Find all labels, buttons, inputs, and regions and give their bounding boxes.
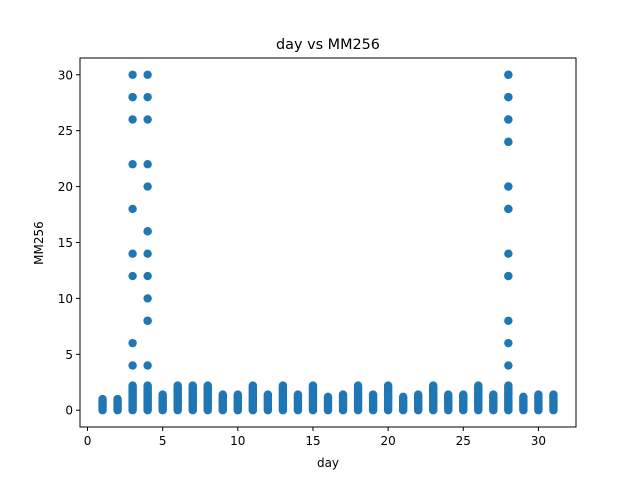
outlier-point — [504, 92, 513, 102]
y-axis-label: MM256 — [32, 221, 46, 265]
data-point — [398, 392, 408, 402]
data-point — [113, 394, 122, 404]
data-point — [323, 392, 333, 402]
data-point — [383, 381, 393, 390]
y-tick-label: 20 — [58, 180, 73, 194]
outlier-point — [504, 249, 513, 258]
data-point — [263, 390, 273, 399]
outlier-point — [504, 316, 513, 325]
outlier-point — [143, 115, 152, 124]
outlier-point — [143, 182, 152, 191]
data-point — [534, 390, 543, 399]
outlier-point — [128, 361, 137, 370]
y-tick-label: 0 — [65, 404, 73, 418]
outlier-point — [143, 361, 152, 370]
data-point — [233, 390, 243, 399]
data-point — [158, 390, 167, 399]
data-point — [413, 390, 423, 399]
chart-title: day vs MM256 — [276, 37, 380, 53]
data-point — [308, 381, 318, 390]
data-point — [489, 390, 498, 399]
outlier-point — [143, 294, 152, 303]
outlier-point — [128, 92, 137, 102]
data-point — [128, 381, 137, 390]
outlier-point — [143, 92, 152, 102]
outlier-point — [143, 70, 152, 79]
x-tick-label: 30 — [531, 434, 546, 448]
y-tick-label: 10 — [58, 292, 73, 306]
data-point — [459, 390, 468, 399]
outlier-point — [143, 249, 152, 258]
outlier-point — [128, 160, 137, 169]
y-tick-label: 15 — [58, 236, 73, 250]
data-point — [504, 381, 513, 390]
outlier-point — [504, 361, 513, 370]
x-tick-label: 20 — [380, 434, 395, 448]
y-axis: 0 5 10 15 20 25 30 — [58, 68, 80, 418]
outlier-point — [143, 271, 152, 281]
x-tick-label: 25 — [456, 434, 471, 448]
outlier-point — [504, 182, 513, 191]
data-point — [278, 381, 288, 390]
outlier-point — [128, 70, 137, 79]
data-point — [98, 394, 107, 404]
outlier-point — [504, 137, 513, 147]
data-point — [444, 390, 453, 399]
outlier-point — [128, 338, 137, 348]
data-point — [474, 381, 483, 390]
y-tick-label: 5 — [65, 348, 73, 362]
outlier-point — [504, 115, 513, 124]
data-points — [98, 70, 558, 415]
outlier-point — [143, 316, 152, 325]
data-point — [203, 381, 212, 390]
data-point — [549, 390, 558, 399]
data-point — [368, 390, 378, 399]
outlier-point — [143, 227, 152, 236]
data-point — [218, 390, 227, 399]
data-point — [353, 381, 363, 390]
data-point — [173, 381, 182, 390]
outlier-point — [504, 204, 513, 214]
outlier-point — [128, 249, 137, 258]
outlier-point — [128, 115, 137, 124]
data-point — [293, 390, 303, 399]
data-point — [338, 390, 348, 399]
data-point — [519, 392, 528, 402]
outlier-point — [504, 271, 513, 281]
x-axis: 0 5 10 15 20 25 30 — [84, 427, 546, 448]
outlier-point — [128, 204, 137, 214]
x-tick-label: 15 — [305, 434, 320, 448]
x-tick-label: 10 — [230, 434, 245, 448]
outlier-point — [128, 271, 137, 281]
y-tick-label: 25 — [58, 124, 73, 138]
data-point — [248, 381, 258, 390]
outlier-point — [143, 160, 152, 169]
x-tick-label: 0 — [84, 434, 92, 448]
data-point — [429, 381, 438, 390]
y-tick-label: 30 — [58, 68, 73, 82]
data-point — [143, 381, 152, 390]
x-axis-label: day — [317, 456, 339, 470]
outlier-point — [504, 338, 513, 348]
x-tick-label: 5 — [159, 434, 167, 448]
outlier-point — [504, 70, 513, 79]
data-point — [188, 381, 197, 390]
